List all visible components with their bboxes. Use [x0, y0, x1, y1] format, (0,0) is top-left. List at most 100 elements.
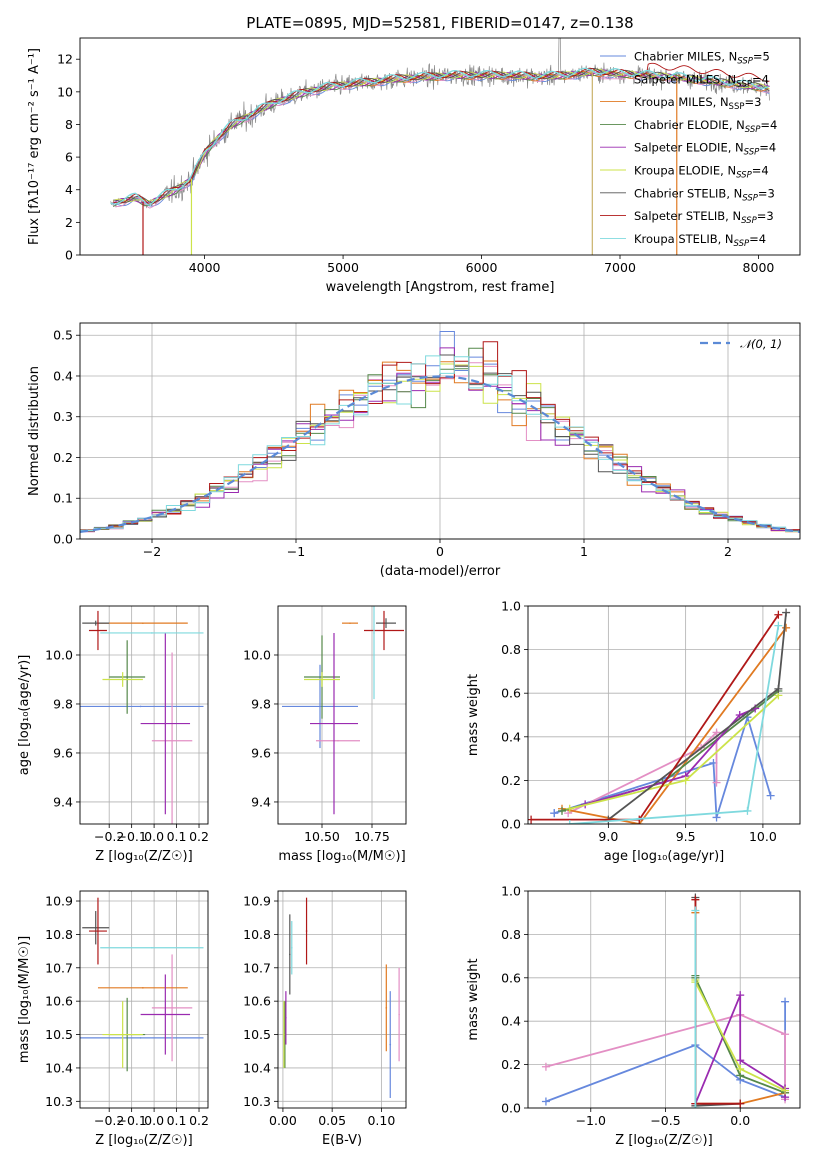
panel-spectrum: 4000 5000 6000 7000 8000 0 2 4 6 8 10 12 wavelength …: [27, 37, 801, 295]
legend-subscript: SSP: [745, 125, 761, 135]
legend-label: Salpeter STELIB, NSSP=3: [634, 209, 774, 226]
legend-value: =4: [760, 118, 777, 132]
data-point: [398, 1013, 400, 1016]
spectrum-model-line: [113, 68, 770, 202]
data-point: [164, 1013, 167, 1016]
spectrum-model-line: [110, 67, 769, 206]
y-tick-label: 0.1: [53, 491, 73, 506]
legend-value: =3: [744, 95, 761, 109]
x-tick-label: 7000: [604, 260, 636, 275]
marker-plus: [781, 1030, 790, 1039]
y-tick-label: 1.0: [501, 884, 521, 899]
data-point: [151, 632, 153, 634]
data-point: [383, 629, 385, 632]
x-tick-label: −1: [287, 544, 305, 559]
legend-value: =3: [758, 186, 775, 200]
y-tick-label: 10.8: [243, 927, 271, 942]
y-tick-label: 10.6: [243, 994, 271, 1009]
axes-frame: [79, 322, 801, 540]
x-tick-label: 10.50: [304, 829, 340, 844]
data-point: [164, 722, 167, 725]
legend-label: Salpeter ELODIE, NSSP=4: [634, 141, 776, 158]
legend-subscript: SSP: [742, 193, 758, 203]
y-tick-label: 0.0: [501, 1101, 521, 1116]
data-point: [337, 739, 339, 742]
plot-area: [282, 606, 404, 815]
y-tick-label: 0.0: [501, 817, 521, 832]
marker-plus: [691, 906, 700, 915]
panel-mass_weight_vs_age: 9.0 9.5 10.0 0.0 0.2 0.4 0.6 0.8 1.0 age [log₁₀(a…: [466, 599, 801, 864]
legend-value: =4: [752, 72, 769, 86]
x-tick-label: 2: [724, 544, 732, 559]
marker-plus: [766, 791, 775, 800]
axes-frame: [79, 37, 801, 256]
plot-area: [541, 893, 790, 1108]
x-tick-label: −0.1: [116, 1113, 146, 1128]
x-tick-label: 5000: [327, 260, 359, 275]
y-tick-label: 9.4: [251, 794, 271, 809]
mass-weight-line: [567, 730, 718, 814]
legend-subscript: SSP: [736, 79, 752, 89]
data-point: [305, 930, 308, 932]
x-tick-label: −0.1: [116, 829, 146, 844]
panel-age_vs_Z: −0.2−0.10.0 0.1 0.2 9.4 9.6 9.8 10.0 Z [log₁₀(Z…: [17, 605, 209, 864]
x-tick-label: 10.0: [749, 829, 777, 844]
marker-plus: [691, 895, 700, 904]
data-point: [289, 953, 291, 956]
data-point: [139, 1037, 142, 1039]
y-axis-label: mass weight: [466, 958, 481, 1040]
y-tick-label: 10.4: [45, 1060, 73, 1075]
marker-plus: [558, 806, 566, 815]
y-tick-label: 0.6: [501, 686, 521, 701]
x-tick-label: −0.2: [94, 829, 124, 844]
y-tick-label: 0.6: [501, 970, 521, 985]
legend-value: =3: [757, 209, 774, 223]
panel-mass_vs_EBV: 0.00 0.05 0.10 10.3 10.4 10.5 10.6 10.7 10.8 10.9…: [243, 890, 407, 1148]
x-tick-label: 10.75: [354, 829, 390, 844]
y-tick-label: 0.8: [501, 642, 521, 657]
x-tick-label: 8000: [743, 260, 775, 275]
y-tick-label: 0.3: [53, 409, 73, 424]
marker-plus: [712, 778, 721, 787]
x-axis-label: Z [log₁₀(Z/Z☉)]: [95, 849, 192, 864]
y-tick-label: 9.6: [251, 745, 271, 760]
y-tick-label: 2: [65, 215, 73, 230]
x-tick-label: −1.0: [576, 1113, 606, 1128]
data-point: [319, 705, 321, 708]
legend-value: =5: [753, 50, 770, 64]
marker-plus: [550, 809, 559, 818]
x-axis-label: mass [log₁₀(M/M☉)]: [278, 849, 405, 864]
x-tick-label: 0.05: [318, 1113, 346, 1128]
y-tick-label: 0.2: [501, 773, 521, 788]
data-point: [94, 622, 97, 624]
plot-area: [110, 38, 770, 255]
marker-plus: [681, 776, 690, 785]
y-tick-label: 10.7: [243, 960, 271, 975]
y-tick-label: 12: [57, 52, 73, 67]
marker-plus: [736, 1064, 745, 1073]
marker-plus: [736, 991, 745, 1000]
plot-area: [80, 331, 800, 533]
legend-value: =4: [749, 232, 766, 246]
y-tick-label: 10.6: [45, 994, 73, 1009]
data-point: [171, 739, 173, 742]
data-point: [97, 930, 99, 932]
y-tick-label: 0.8: [501, 927, 521, 942]
legend-subscript: SSP: [734, 239, 750, 249]
y-axis-label: Flux [fλ10⁻¹⁷ erg cm⁻² s⁻¹ A⁻¹]: [27, 48, 42, 245]
data-point: [385, 622, 387, 624]
legend-label: Kroupa ELODIE, NSSP=4: [634, 164, 769, 181]
data-point: [373, 632, 375, 634]
x-tick-label: 0.1: [167, 1113, 187, 1128]
x-axis-label: age [log₁₀(age/yr)]: [604, 849, 725, 864]
y-tick-label: 0.2: [53, 450, 73, 465]
data-point: [142, 987, 144, 989]
y-tick-label: 10.9: [45, 894, 73, 909]
normal-reference-curve: [80, 375, 800, 533]
x-tick-label: 9.5: [676, 829, 696, 844]
panel-age_vs_mass: 10.50 10.75 9.4 9.6 9.8 10.0 mass [log₁₀(M/M☉)…: [243, 605, 407, 864]
y-tick-label: 0.4: [501, 729, 521, 744]
data-point: [97, 629, 99, 632]
marker-plus: [712, 728, 721, 737]
